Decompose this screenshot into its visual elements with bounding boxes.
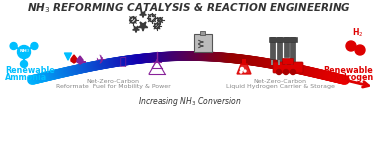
Bar (270, 37, 275, 59)
Circle shape (17, 45, 31, 59)
Bar (271, 60, 273, 65)
Bar (200, 31, 205, 35)
Circle shape (244, 70, 246, 72)
Polygon shape (237, 64, 251, 74)
Text: NH$_3$ REFORMING CATALYSIS & REACTION ENGINEERING: NH$_3$ REFORMING CATALYSIS & REACTION EN… (27, 1, 351, 15)
Circle shape (31, 42, 38, 50)
Text: Reformate  Fuel for Mobility & Power: Reformate Fuel for Mobility & Power (56, 84, 170, 89)
Text: Net-Zero-Carbon: Net-Zero-Carbon (87, 79, 139, 84)
Text: Increasing NH$_3$ Conversion: Increasing NH$_3$ Conversion (138, 95, 242, 108)
Text: Ammonia: Ammonia (5, 73, 47, 82)
Bar (278, 60, 280, 65)
Bar (290, 37, 295, 63)
Polygon shape (77, 56, 83, 64)
Text: Renewable: Renewable (5, 66, 55, 75)
Bar (269, 37, 297, 42)
Text: H$_2$: H$_2$ (352, 27, 364, 39)
Text: Hydrogen: Hydrogen (329, 73, 373, 82)
Bar (194, 34, 212, 52)
Text: Renewable: Renewable (323, 66, 373, 75)
FancyArrowPatch shape (65, 53, 71, 60)
FancyBboxPatch shape (273, 62, 303, 73)
Polygon shape (133, 26, 139, 33)
Circle shape (240, 67, 243, 70)
Polygon shape (138, 22, 148, 31)
Circle shape (355, 45, 365, 55)
Text: Net-Zero-Carbon: Net-Zero-Carbon (254, 79, 307, 84)
Text: NH$_3$: NH$_3$ (19, 48, 29, 55)
Circle shape (291, 69, 296, 75)
Text: Liquid Hydrogen Carrier & Storage: Liquid Hydrogen Carrier & Storage (226, 84, 335, 89)
Polygon shape (140, 11, 146, 17)
Circle shape (10, 42, 17, 50)
Bar (285, 60, 287, 65)
Bar (242, 59, 246, 64)
Bar (284, 37, 289, 57)
Text: 🚢: 🚢 (120, 57, 126, 67)
Polygon shape (71, 55, 77, 63)
Bar (277, 37, 282, 65)
Circle shape (20, 60, 28, 67)
Circle shape (346, 41, 356, 51)
FancyBboxPatch shape (282, 59, 293, 64)
Text: ✈: ✈ (96, 55, 106, 67)
Bar (291, 60, 293, 65)
Circle shape (276, 69, 282, 75)
Circle shape (284, 69, 288, 75)
Circle shape (240, 71, 242, 73)
